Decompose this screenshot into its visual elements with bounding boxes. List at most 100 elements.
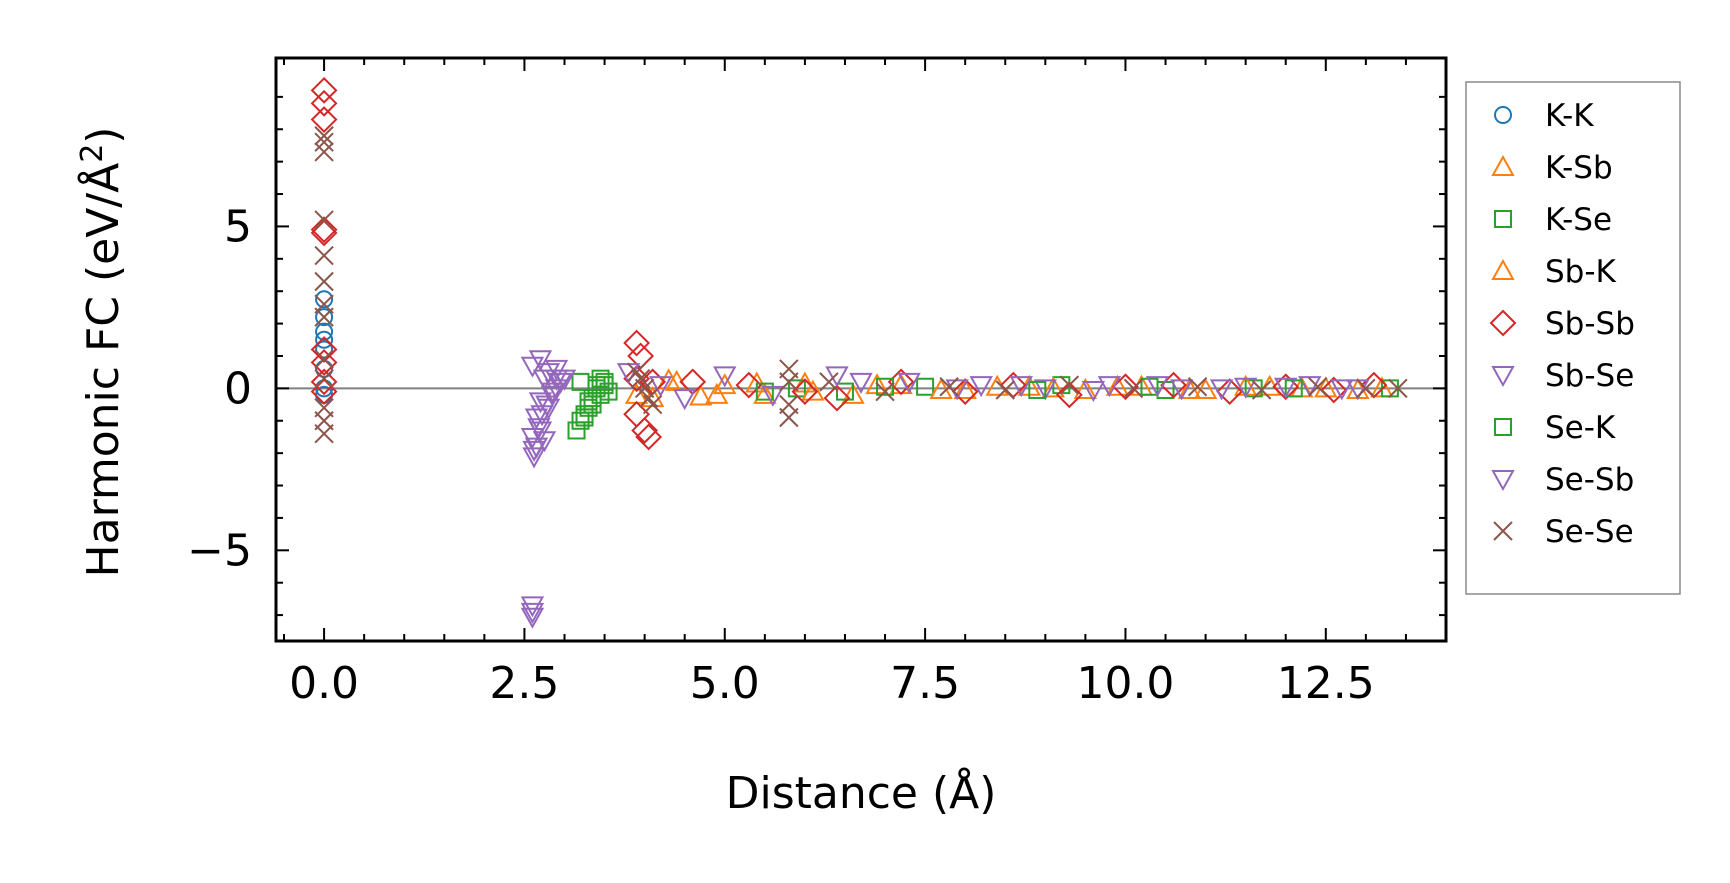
data-point xyxy=(735,371,763,399)
data-point xyxy=(314,210,334,230)
data-point xyxy=(1112,373,1139,401)
data-point xyxy=(544,369,569,391)
data-point xyxy=(713,373,737,395)
data-point xyxy=(634,378,655,399)
data-point xyxy=(755,382,774,401)
data-point xyxy=(801,379,825,401)
data-point xyxy=(1314,376,1338,398)
data-point xyxy=(540,382,565,404)
data-point xyxy=(713,366,737,388)
data-point xyxy=(314,368,334,389)
data-point xyxy=(939,377,959,397)
legend-entry: Se-K xyxy=(1494,410,1616,446)
x-tick-label: 7.5 xyxy=(890,658,960,709)
data-point xyxy=(1081,380,1106,403)
data-point xyxy=(310,89,338,117)
data-point xyxy=(1073,377,1098,399)
data-point xyxy=(779,407,799,428)
data-point xyxy=(314,307,334,327)
data-point xyxy=(1320,376,1348,404)
markers-layer xyxy=(310,76,1408,629)
data-point xyxy=(522,440,546,462)
plot-area: 0.0 2.5 5.0 7.5 10.0 12.5 −5 0 5 xyxy=(187,56,1448,709)
data-point xyxy=(314,349,334,369)
data-point xyxy=(535,395,559,417)
legend-entry: Sb-Se xyxy=(1491,358,1634,394)
data-point xyxy=(1216,378,1244,406)
data-point xyxy=(1009,376,1033,398)
data-point xyxy=(1097,376,1122,398)
legend-label: Sb-Se xyxy=(1545,358,1634,394)
data-point xyxy=(1105,374,1130,396)
data-point xyxy=(591,385,610,404)
legend-label: Se-Se xyxy=(1545,514,1634,550)
y-axis-title: Harmonic FC (eV/Å2) xyxy=(75,127,129,578)
x-axis-title: Distance (Å) xyxy=(726,766,997,819)
legend-marker xyxy=(1494,106,1512,124)
legend-entry: K-K xyxy=(1494,98,1594,134)
data-point xyxy=(953,377,977,399)
data-point xyxy=(1033,379,1058,401)
data-point xyxy=(761,385,785,407)
legend-entry: K-Sb xyxy=(1491,150,1613,186)
data-point xyxy=(835,382,854,401)
data-point xyxy=(310,349,338,376)
y-tick-label: −5 xyxy=(187,525,252,576)
y-axis-title-close: ) xyxy=(78,127,129,144)
data-point xyxy=(1233,377,1258,399)
data-point xyxy=(1274,377,1298,399)
data-point xyxy=(779,372,799,392)
data-point xyxy=(315,322,334,341)
data-point xyxy=(314,142,334,162)
tick-labels-layer: 0.0 2.5 5.0 7.5 10.0 12.5 −5 0 5 xyxy=(187,201,1375,709)
data-point xyxy=(1330,379,1354,401)
legend-entries: K-K K-Sb K-Se Sb-K Sb-Sb Sb-Se Se-K Se-Sb Se-Se xyxy=(1489,98,1635,550)
data-point xyxy=(875,381,895,402)
data-point xyxy=(623,329,651,357)
data-point xyxy=(753,382,777,404)
data-point xyxy=(1298,376,1322,398)
x-tick-label: 0.0 xyxy=(289,658,359,709)
legend-label: K-Se xyxy=(1545,202,1612,238)
data-point xyxy=(897,372,921,394)
x-tick-label: 12.5 xyxy=(1277,658,1375,709)
data-point xyxy=(916,377,935,396)
legend-marker xyxy=(1489,309,1517,337)
data-point xyxy=(314,132,334,152)
legend-label: Se-K xyxy=(1545,410,1616,446)
data-point xyxy=(315,308,334,327)
data-point xyxy=(310,76,338,104)
data-point xyxy=(520,602,545,624)
axes-frame xyxy=(274,56,1448,643)
data-point xyxy=(315,340,334,359)
data-point xyxy=(642,394,663,415)
data-point xyxy=(876,377,895,396)
data-point xyxy=(310,368,338,396)
data-point xyxy=(1041,376,1066,398)
data-point xyxy=(1388,378,1408,399)
data-point xyxy=(1145,376,1170,398)
legend-entry: Se-Sb xyxy=(1491,462,1634,498)
data-point xyxy=(310,106,338,133)
y-axis-title-superscript: 2 xyxy=(75,144,110,163)
legend-label: K-Sb xyxy=(1545,150,1613,186)
data-point xyxy=(841,382,865,404)
legend-entry: K-Se xyxy=(1494,202,1612,238)
data-point xyxy=(819,372,839,392)
data-point xyxy=(689,384,713,406)
y-tick-label: 0 xyxy=(224,363,252,414)
x-tick-label: 10.0 xyxy=(1076,658,1174,709)
data-point xyxy=(791,378,819,406)
legend-label: K-K xyxy=(1545,98,1594,134)
data-point xyxy=(314,245,334,266)
data-point xyxy=(969,376,993,398)
data-point xyxy=(656,368,681,390)
data-point xyxy=(1055,381,1083,409)
legend-marker xyxy=(1491,366,1515,388)
data-point xyxy=(314,424,334,444)
legend-label: Se-Sb xyxy=(1545,462,1634,498)
data-point xyxy=(1209,379,1234,401)
data-point xyxy=(310,216,338,244)
